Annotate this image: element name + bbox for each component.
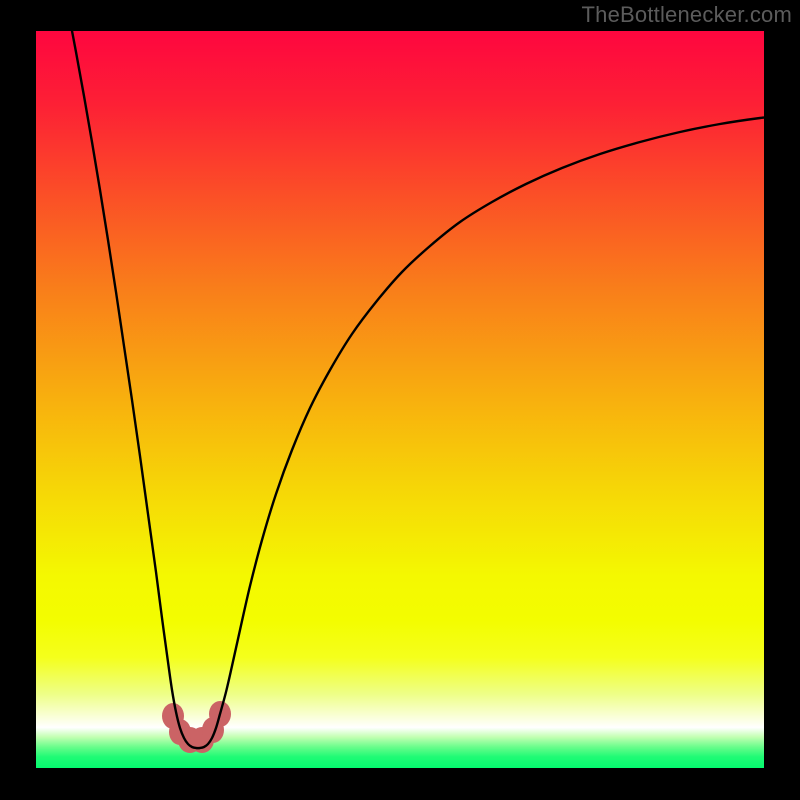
- gradient-background: [36, 31, 764, 768]
- watermark-text: TheBottlenecker.com: [582, 2, 792, 28]
- chart-stage: TheBottlenecker.com: [0, 0, 800, 800]
- bottleneck-chart: [0, 0, 800, 800]
